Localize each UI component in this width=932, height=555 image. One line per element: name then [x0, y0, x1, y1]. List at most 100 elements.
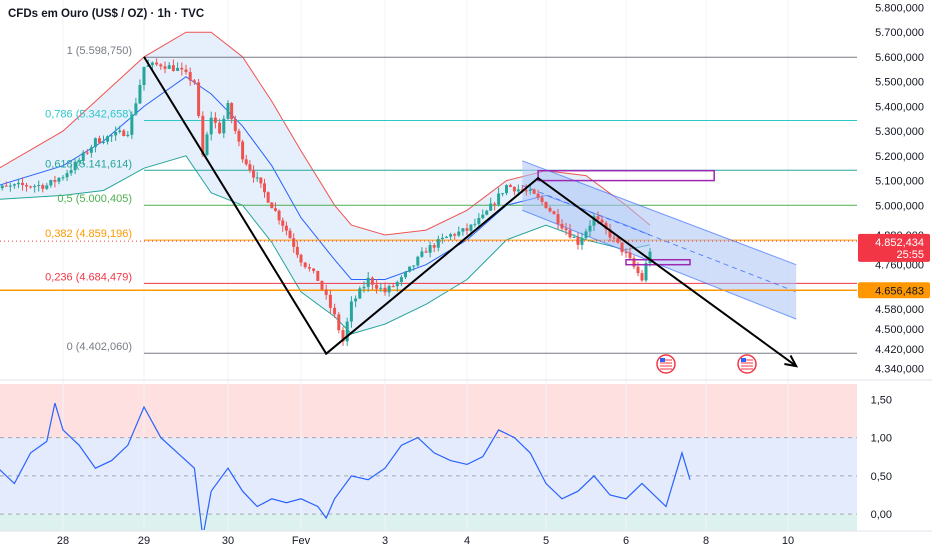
candle-body	[333, 307, 337, 315]
candle-body	[366, 277, 370, 287]
candle-body	[608, 229, 612, 238]
us-flag-icon	[656, 354, 676, 374]
candle-body	[524, 190, 528, 192]
chart-title: CFDs em Ouro (US$ / OZ) · 1h · TVC	[8, 8, 204, 20]
candle-body	[564, 228, 568, 231]
fibonacci-level-label: 1 (5.598,750)	[67, 45, 132, 57]
time-tick-label: 3	[382, 535, 388, 547]
candle-body	[354, 298, 358, 302]
candle-body	[536, 193, 540, 198]
fibonacci-level-label: 0,786 (5.342,658)	[45, 109, 132, 121]
candle-body	[33, 186, 37, 188]
candle-body	[21, 182, 24, 185]
candle-body	[41, 185, 45, 189]
candle-body	[592, 216, 596, 226]
price-tick-label: 5.400,000	[875, 101, 924, 113]
candle-body	[370, 277, 374, 285]
candle-body	[548, 208, 552, 212]
candle-body	[184, 69, 188, 73]
candle-body	[516, 189, 520, 192]
candle-body	[213, 117, 217, 123]
us-flag-canton	[741, 358, 746, 362]
candle-body	[37, 185, 41, 187]
candle-body	[387, 286, 391, 293]
candle-body	[142, 66, 146, 86]
candle-body	[440, 237, 444, 240]
candle-body	[241, 141, 245, 160]
candle-body	[299, 254, 303, 263]
candle-body	[25, 184, 29, 187]
candle-body	[461, 228, 465, 232]
candle-body	[391, 286, 395, 288]
candle-body	[263, 183, 266, 193]
candle-body	[580, 238, 584, 245]
candle-body	[284, 225, 288, 231]
candle-body	[532, 189, 536, 194]
candle-body	[324, 289, 328, 295]
candle-body	[556, 214, 560, 224]
candle-body	[122, 130, 126, 136]
candle-body	[266, 192, 270, 203]
current-price-label: 4.852,434 25:55	[858, 233, 930, 262]
candle-body	[493, 203, 497, 205]
candle-body	[292, 238, 296, 247]
price-axis[interactable]: 5.800,000 5.700,000 5.600,000 5.500,000 5.40…	[875, 2, 924, 375]
regression-channel[interactable]	[522, 160, 797, 320]
candle-body	[126, 134, 130, 136]
candle-body	[102, 141, 105, 143]
candlesticks	[0, 58, 652, 346]
candle-body	[312, 268, 316, 271]
time-tick-label: 28	[57, 535, 69, 547]
price-tick-label: 5.100,000	[875, 176, 924, 188]
candle-body	[528, 189, 532, 191]
candle-body	[379, 287, 383, 289]
candle-body	[636, 266, 640, 274]
event-markers	[656, 354, 757, 374]
candle-body	[77, 160, 81, 162]
time-axis[interactable]: 28 29 30 Fev 3 4 5 6 8 10	[57, 535, 794, 547]
candle-body	[436, 239, 440, 248]
candle-body	[237, 130, 241, 142]
candle-body	[61, 177, 65, 179]
candle-body	[341, 330, 345, 342]
candle-body	[85, 152, 89, 154]
candle-body	[134, 103, 138, 115]
candle-body	[45, 185, 49, 189]
candle-body	[259, 177, 263, 184]
oscillator-oversold-zone	[0, 514, 857, 531]
regression-channel-midline	[522, 185, 797, 293]
candle-body	[176, 67, 180, 71]
candle-body	[399, 277, 403, 282]
time-tick-label: 4	[464, 535, 470, 547]
candle-body	[604, 222, 608, 230]
candle-body	[362, 286, 366, 289]
candle-body	[424, 251, 428, 253]
candle-body	[8, 185, 12, 187]
candle-body	[477, 218, 481, 224]
candle-body	[485, 210, 489, 215]
fibonacci-level-label: 0,382 (4.859,196)	[45, 228, 132, 240]
candle-body	[481, 214, 485, 219]
abcd-pattern-line[interactable]	[143, 56, 797, 367]
candle-body	[288, 230, 292, 239]
candle-body	[501, 193, 505, 195]
candle-body	[114, 131, 118, 136]
candle-body	[53, 180, 57, 182]
regression-channel-upper	[522, 160, 797, 266]
candle-body	[155, 62, 159, 65]
candle-body	[277, 210, 281, 221]
level-price-badge	[858, 282, 930, 299]
oscillator-tick-label: 0,50	[871, 471, 892, 483]
horizontal-levels	[0, 240, 857, 292]
price-tick-label: 5.300,000	[875, 126, 924, 138]
level-price-label: 4.656,483	[858, 282, 930, 299]
bar-countdown: 25:55	[896, 249, 924, 261]
oscillator-axis[interactable]: 1,50 1,00 0,50 0,00	[871, 394, 892, 521]
candle-body	[505, 185, 508, 194]
candle-body	[233, 119, 237, 131]
candle-body	[209, 117, 213, 135]
fibonacci-level-label: 0,236 (4.684,479)	[45, 271, 132, 283]
price-tick-label: 5.000,000	[875, 200, 924, 212]
candle-body	[12, 184, 16, 186]
